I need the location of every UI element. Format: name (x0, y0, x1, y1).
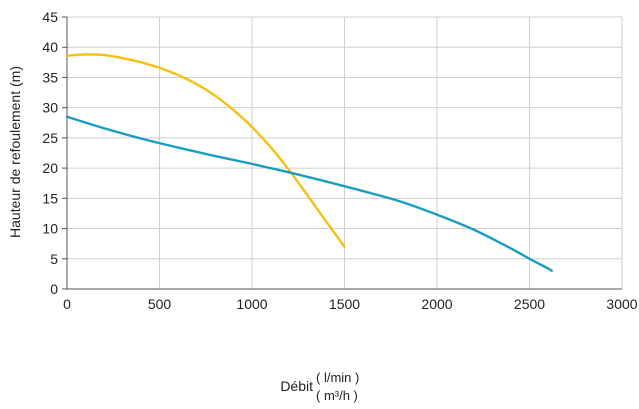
y-tick-label: 20 (42, 160, 58, 176)
series-line-0 (65, 53, 346, 248)
y-tick-label: 10 (42, 221, 58, 237)
y-tick-label: 5 (50, 251, 58, 267)
y-axis-title: Hauteur de refoulement (m) (7, 66, 23, 238)
series-line-1 (65, 115, 553, 273)
y-tick-label: 15 (42, 190, 58, 206)
x-unit-m3h: ( m³/h ) (316, 388, 358, 403)
x-axis-label: Débit (280, 378, 313, 394)
y-tick-label: 35 (42, 69, 58, 85)
x-tick-label: 1500 (329, 296, 360, 312)
grid (67, 16, 623, 289)
x-tick-label: 1000 (236, 296, 267, 312)
x-tick-label: 0 (63, 296, 71, 312)
series-lines (65, 53, 553, 273)
y-tick-label: 30 (42, 100, 58, 116)
y-tick-label: 40 (42, 39, 58, 55)
y-tick-label: 45 (42, 9, 58, 25)
x-tick-label: 2500 (514, 296, 545, 312)
x-axis-title: Débit ( l/min ) ( m³/h ) (280, 370, 359, 403)
y-tick-label: 25 (42, 130, 58, 146)
y-tick-label: 0 (50, 281, 58, 297)
x-tick-label: 3000 (606, 296, 637, 312)
x-tick-label: 500 (148, 296, 172, 312)
x-unit-lmin: ( l/min ) (316, 370, 359, 385)
x-tick-label: 2000 (421, 296, 452, 312)
axes (62, 16, 622, 290)
tick-labels: 0 5 10 15 20 25 30 35 40 45 0 500 1000 1500 2000 2500 30… (42, 9, 637, 312)
